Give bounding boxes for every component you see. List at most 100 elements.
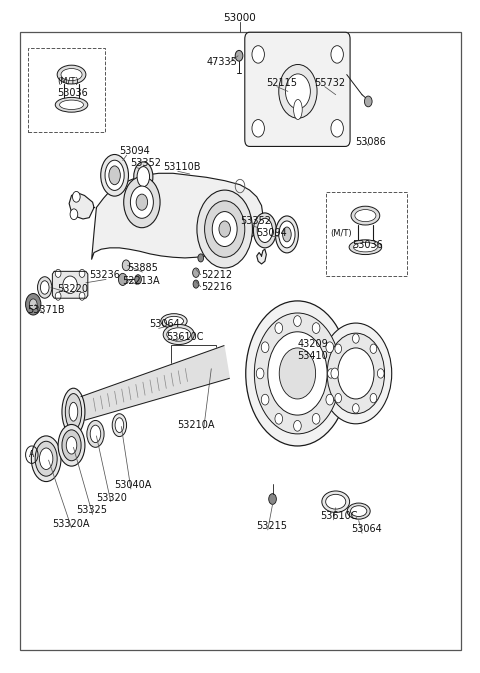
Circle shape: [312, 413, 320, 424]
Circle shape: [275, 322, 283, 333]
Text: 52213A: 52213A: [122, 276, 160, 286]
Ellipse shape: [115, 418, 124, 433]
Circle shape: [235, 50, 243, 61]
Ellipse shape: [279, 221, 295, 248]
Text: (M/T): (M/T): [330, 229, 352, 238]
Text: A: A: [29, 450, 35, 459]
Text: 53610C: 53610C: [166, 332, 204, 342]
Circle shape: [197, 190, 252, 268]
Circle shape: [331, 46, 343, 63]
Text: 53236: 53236: [89, 271, 120, 281]
Circle shape: [370, 344, 377, 353]
Text: 53352: 53352: [130, 158, 161, 168]
Ellipse shape: [101, 155, 129, 196]
Circle shape: [377, 369, 384, 378]
Text: 53885: 53885: [128, 263, 158, 273]
Text: 53220: 53220: [57, 285, 88, 295]
FancyBboxPatch shape: [245, 32, 350, 147]
Ellipse shape: [66, 437, 77, 454]
Text: 52212: 52212: [201, 270, 232, 280]
Text: 53094: 53094: [120, 146, 150, 156]
Text: 53320: 53320: [96, 493, 127, 503]
Circle shape: [352, 404, 359, 413]
Circle shape: [122, 260, 130, 271]
Text: 47335: 47335: [206, 57, 238, 67]
Circle shape: [320, 323, 392, 424]
Text: 55732: 55732: [314, 77, 345, 87]
Ellipse shape: [62, 388, 85, 435]
Text: 53064: 53064: [149, 320, 180, 329]
Text: 53036: 53036: [352, 240, 383, 250]
Ellipse shape: [253, 213, 276, 248]
Ellipse shape: [134, 162, 153, 191]
Circle shape: [326, 394, 334, 405]
Text: 43209: 43209: [298, 339, 328, 349]
Text: 53215: 53215: [256, 521, 287, 531]
Text: 53325: 53325: [76, 505, 108, 516]
Circle shape: [279, 348, 316, 399]
Text: (M/T): (M/T): [57, 77, 79, 85]
Ellipse shape: [350, 505, 367, 516]
Ellipse shape: [276, 216, 299, 253]
Text: 52115: 52115: [266, 77, 297, 87]
Ellipse shape: [163, 324, 194, 345]
Circle shape: [124, 176, 160, 227]
Circle shape: [294, 421, 301, 431]
Polygon shape: [257, 249, 266, 264]
Circle shape: [286, 74, 311, 109]
Circle shape: [79, 269, 85, 277]
Ellipse shape: [164, 316, 183, 326]
Circle shape: [335, 394, 342, 403]
Circle shape: [261, 394, 269, 405]
Ellipse shape: [347, 503, 370, 519]
Ellipse shape: [283, 227, 291, 242]
Ellipse shape: [137, 167, 150, 186]
Ellipse shape: [60, 100, 84, 110]
Ellipse shape: [109, 166, 120, 184]
Circle shape: [268, 332, 327, 415]
Ellipse shape: [355, 209, 376, 221]
Circle shape: [198, 254, 204, 262]
Ellipse shape: [40, 281, 49, 294]
Ellipse shape: [63, 276, 77, 293]
Text: 53410: 53410: [298, 351, 328, 361]
Ellipse shape: [322, 491, 349, 512]
Circle shape: [279, 65, 317, 118]
Circle shape: [327, 333, 384, 414]
Ellipse shape: [105, 160, 124, 190]
Circle shape: [136, 194, 148, 210]
Ellipse shape: [325, 495, 346, 509]
Polygon shape: [52, 271, 88, 298]
Circle shape: [204, 201, 245, 257]
Circle shape: [219, 221, 230, 237]
Text: 53000: 53000: [224, 13, 256, 23]
Circle shape: [70, 209, 78, 219]
Ellipse shape: [64, 392, 83, 431]
Text: 53352: 53352: [240, 216, 271, 226]
Circle shape: [212, 211, 237, 246]
Ellipse shape: [87, 421, 104, 448]
Circle shape: [252, 120, 264, 137]
Ellipse shape: [58, 425, 85, 466]
Ellipse shape: [55, 98, 88, 112]
Ellipse shape: [257, 218, 273, 242]
Ellipse shape: [69, 402, 78, 421]
Circle shape: [135, 275, 142, 284]
Polygon shape: [92, 174, 263, 259]
Circle shape: [246, 301, 349, 446]
Ellipse shape: [57, 65, 86, 84]
Circle shape: [55, 292, 61, 300]
Circle shape: [119, 273, 127, 285]
Circle shape: [252, 46, 264, 63]
Ellipse shape: [37, 277, 52, 298]
Text: 53094: 53094: [256, 228, 287, 238]
Circle shape: [254, 313, 340, 434]
Circle shape: [331, 120, 343, 137]
Text: 53036: 53036: [57, 87, 88, 98]
Ellipse shape: [112, 414, 127, 437]
Circle shape: [29, 299, 37, 310]
Circle shape: [131, 186, 154, 218]
Circle shape: [335, 344, 342, 353]
Circle shape: [193, 280, 199, 288]
Polygon shape: [69, 192, 94, 219]
